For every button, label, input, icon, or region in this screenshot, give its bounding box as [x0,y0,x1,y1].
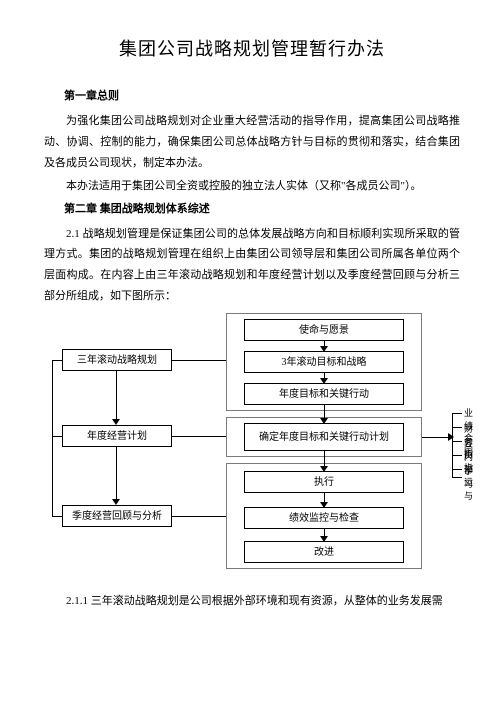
chapter-2-heading: 第二章 集团战略规划体系综述 [64,199,460,220]
arrow-icon [320,346,328,352]
flowchart-diagram: 三年滚动战略规划 年度经营计划 季度经营回顾与分析 使命与愿景 3年滚动目标和战… [44,313,460,583]
chapter-1-heading: 第一章总则 [64,86,460,107]
line [172,436,226,437]
right-box-improve: 改进 [244,541,404,563]
left-box-quarterly: 季度经营回顾与分析 [62,505,172,527]
arrow-icon [112,499,120,505]
right-box-annual-goal: 年度目标和关键行动 [244,383,404,405]
arrow-icon [320,536,328,542]
line [172,360,226,361]
line [452,413,453,477]
left-box-3yr: 三年滚动战略规划 [62,349,172,371]
arrow-icon [112,419,120,425]
line [172,516,226,517]
arrow-icon [448,433,454,441]
paragraph-4: 2.1.1 三年滚动战略规划是公司根据外部环境和现有资源，从整体的业务发展需 [44,591,460,612]
right-box-execute: 执行 [244,471,404,493]
arrow-icon [320,378,328,384]
line [52,436,62,437]
right-box-3yr-goal: 3年滚动目标和战略 [244,351,404,373]
paragraph-1: 为强化集团公司战略规划对企业重大经营活动的指导作用，提高集团公司战略推动、协调、… [44,111,460,174]
paragraph-3: 2.1 战略规划管理是保证集团公司的总体发展战略方向和目标顺利实现所采取的管理方… [44,224,460,308]
line [116,371,117,419]
line [116,447,117,499]
line [52,360,53,516]
right-box-set-annual: 确定年度目标和关键行动计划 [244,423,404,451]
left-box-annual: 年度经营计划 [62,425,172,447]
line [452,477,462,478]
page-title: 集团公司战略规划管理暂行办法 [44,32,460,66]
line [452,455,462,456]
arrow-icon [320,418,328,424]
line [452,413,462,414]
line [452,427,462,428]
right-box-mission: 使命与愿景 [244,319,404,341]
arrow-icon [320,502,328,508]
right-box-monitor: 绩效监控与检查 [244,507,404,529]
paragraph-2: 本办法适用于集团公司全资或控股的独立法人实体（又称"各成员公司"）。 [44,176,460,197]
line [452,469,462,470]
side-label-5: 学习与 [464,465,473,503]
line [52,516,62,517]
line [52,360,62,361]
arrow-icon [320,466,328,472]
line [452,441,462,442]
